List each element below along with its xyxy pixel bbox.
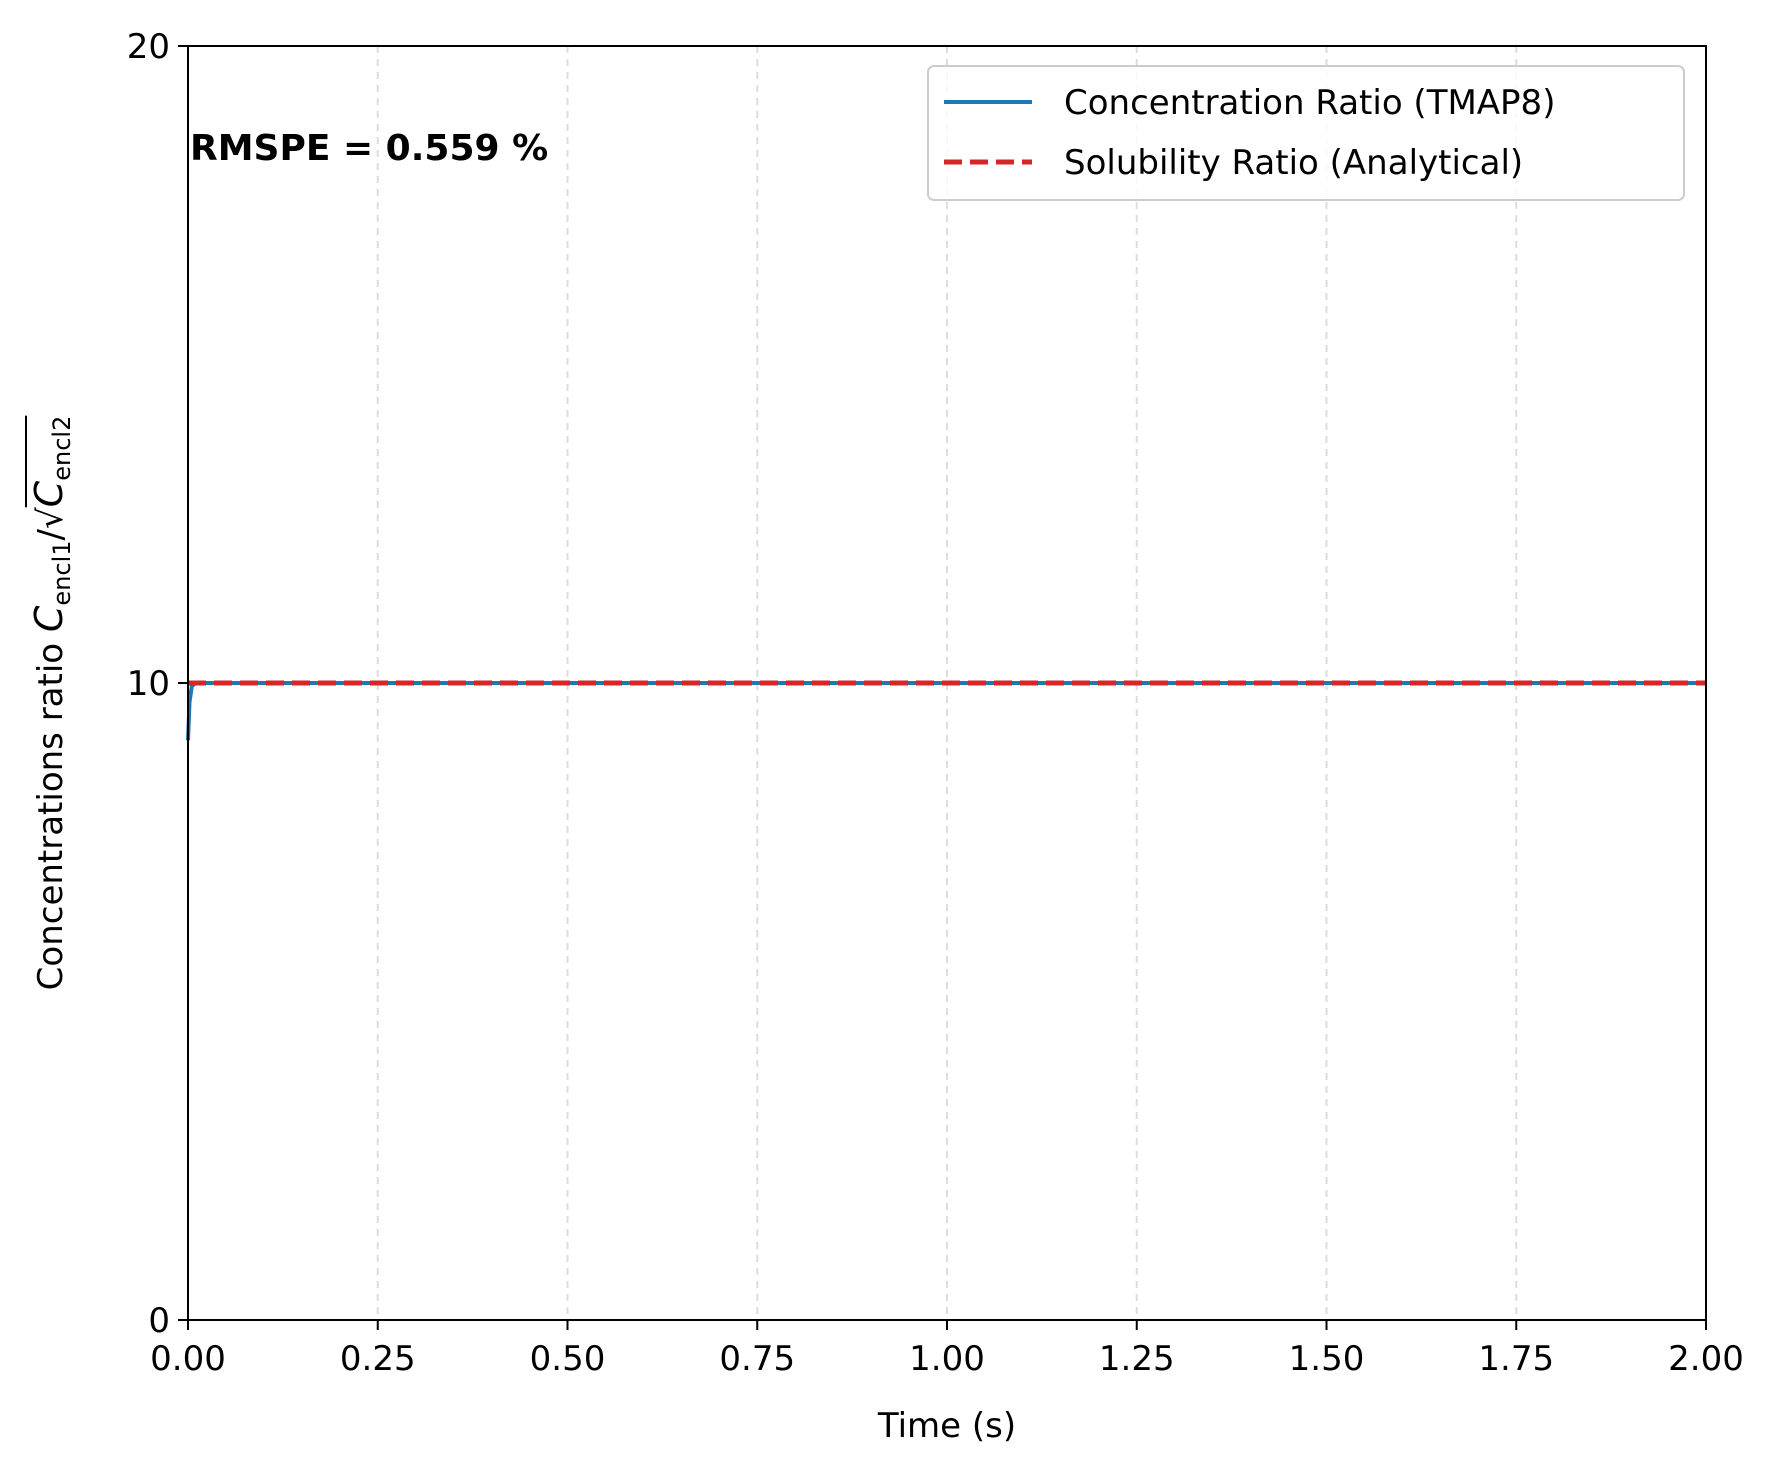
x-tick-label-6: 1.50: [1289, 1339, 1365, 1379]
legend: Concentration Ratio (TMAP8) Solubility Ra…: [927, 65, 1685, 201]
y-tick-label-2: 20: [127, 27, 170, 67]
x-tick-label-5: 1.25: [1099, 1339, 1175, 1379]
legend-label-0: Concentration Ratio (TMAP8): [1064, 83, 1555, 123]
y-axis-label-c1: C: [27, 605, 71, 632]
x-tick-label-4: 1.00: [909, 1339, 985, 1379]
y-axis-label-sub1: encl1: [48, 540, 76, 605]
x-tick-label-0: 0.00: [150, 1339, 226, 1379]
y-axis-label-c2: C: [27, 480, 71, 507]
y-axis-label-sub2: encl2: [48, 416, 76, 481]
y-axis-label-sqrt: √: [31, 507, 71, 529]
x-tick-label-1: 0.25: [340, 1339, 416, 1379]
x-tick-label-3: 0.75: [719, 1339, 795, 1379]
y-axis-label-slash: /: [31, 528, 71, 540]
x-axis-label: Time (s): [877, 1406, 1016, 1446]
y-tick-label-1: 10: [127, 664, 170, 704]
y-tick-label-0: 0: [148, 1301, 170, 1341]
x-tick-label-2: 0.50: [530, 1339, 606, 1379]
legend-box: [927, 65, 1685, 201]
legend-label-1: Solubility Ratio (Analytical): [1064, 143, 1523, 183]
y-axis-label: Concentrations ratio Cencl1/√Cencl2: [27, 416, 76, 991]
x-tick-label-8: 2.00: [1668, 1339, 1744, 1379]
x-tick-label-7: 1.75: [1478, 1339, 1554, 1379]
y-axis-label-prefix: Concentrations ratio: [31, 632, 71, 990]
ticks: 0.00 0.25 0.50 0.75 1.00 1.25 1.50 1.75 2.00 0 10 2…: [127, 27, 1744, 1379]
series-layer: [186, 680, 1706, 741]
rmspe-annotation: RMSPE = 0.559 %: [190, 128, 548, 169]
